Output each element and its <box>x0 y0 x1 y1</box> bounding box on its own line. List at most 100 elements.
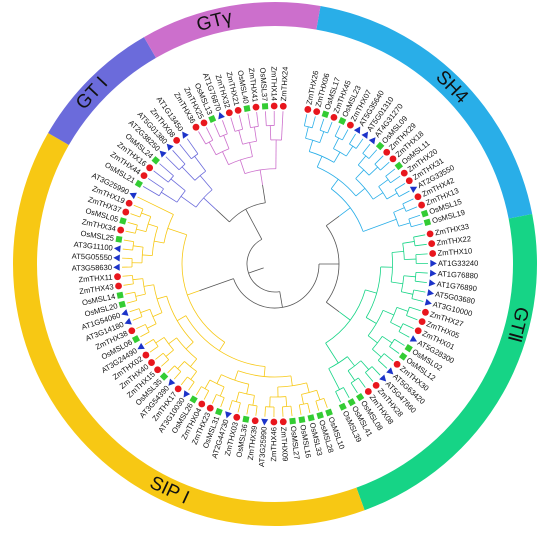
clade-label-GT_II: GTⅡ <box>503 304 533 344</box>
branch-GT_I <box>153 170 169 183</box>
rice-marker <box>119 217 127 225</box>
branch-GT_II <box>347 356 355 367</box>
arabidopsis-marker <box>124 317 132 325</box>
branch-SH4 <box>372 192 384 200</box>
branch-GT_I <box>180 195 197 208</box>
branch-GT_gamma <box>239 159 246 174</box>
branch-GT_I <box>199 175 213 191</box>
branch-SIP_I <box>204 379 211 389</box>
branch-SIP_I <box>235 391 240 402</box>
branch-SIP_I <box>238 391 255 396</box>
maize-marker <box>400 169 408 177</box>
branch-SIP_I <box>155 337 165 344</box>
branch-GT_II <box>328 368 340 390</box>
maize-marker <box>146 164 154 172</box>
branch-SH4 <box>374 163 381 171</box>
branch-SIP_I <box>167 228 187 236</box>
branch-GT_II <box>415 271 428 274</box>
branch-SIP_I <box>140 331 150 338</box>
branch-SIP_I <box>132 278 143 281</box>
branch-GT_II <box>371 366 381 376</box>
arabidopsis-marker <box>168 378 176 386</box>
branch-SIP_I <box>133 204 144 210</box>
maize-marker <box>128 327 136 335</box>
branch-GT_gamma <box>219 133 228 138</box>
branch-SIP_I <box>148 223 158 228</box>
branch-GT_I <box>159 163 174 177</box>
branch-SIP_I <box>246 384 250 395</box>
leaf-label: ZmTHX46 <box>269 427 278 462</box>
branch-GT_II <box>402 241 415 244</box>
branch-GT_gamma <box>281 111 284 141</box>
maize-marker <box>192 123 200 131</box>
branch-backbone <box>233 263 320 309</box>
branch-SIP_I <box>127 221 138 226</box>
branch-SIP_I <box>126 300 137 304</box>
branch-SIP_I <box>282 406 284 417</box>
branch-GT_II <box>377 353 385 361</box>
maize-marker <box>414 327 422 335</box>
arabidopsis-marker <box>113 245 121 253</box>
branch-GT_II <box>396 307 409 312</box>
maize-marker <box>125 199 133 207</box>
branch-GT_II <box>401 291 413 295</box>
leaf-label: ZmTHX14 <box>269 66 278 101</box>
branch-GT_I <box>203 197 217 210</box>
maize-marker <box>346 121 354 129</box>
leaf-label: AT1G33240 <box>438 259 478 268</box>
branch-SH4 <box>362 143 371 154</box>
branch-GT_gamma <box>238 115 244 130</box>
branch-SIP_I <box>181 234 225 343</box>
leaf-label: AT1G76880 <box>437 269 478 280</box>
rice-marker <box>151 156 160 165</box>
branch-GT_gamma <box>247 113 251 128</box>
branch-GT_gamma <box>215 148 230 156</box>
branch-GT_gamma <box>228 156 253 166</box>
branch-backbone <box>262 184 266 203</box>
branch-SH4 <box>411 223 423 228</box>
branch-GT_gamma <box>256 112 259 127</box>
leaf-label: AT3G58630 <box>72 263 113 273</box>
arabidopsis-marker <box>379 374 387 382</box>
branch-GT_gamma <box>198 131 207 145</box>
branch-GT_gamma <box>249 142 253 157</box>
branch-GT_II <box>402 323 414 330</box>
arabidopsis-marker <box>166 143 174 151</box>
branch-SIP_I <box>173 371 182 380</box>
branch-SIP_I <box>176 337 198 360</box>
arabidopsis-marker <box>368 137 376 145</box>
branch-SIP_I <box>177 315 187 322</box>
branch-backbone <box>245 209 263 240</box>
branch-SH4 <box>380 161 390 171</box>
branch-SH4 <box>304 125 313 129</box>
branch-GT_II <box>347 370 356 381</box>
rice-marker <box>316 411 324 420</box>
branch-SIP_I <box>124 291 135 295</box>
rice-marker <box>298 416 306 424</box>
leaf-label: OsMSL27 <box>289 425 302 460</box>
branch-SIP_I <box>220 397 225 408</box>
branch-SIP_I <box>130 213 141 218</box>
maize-marker <box>173 136 181 144</box>
branch-GT_II <box>365 372 374 382</box>
branch-GT_II <box>415 280 427 284</box>
branch-SH4 <box>398 222 411 227</box>
branch-GT_II <box>365 366 373 373</box>
branch-SIP_I <box>122 248 133 251</box>
branch-SIP_I <box>140 308 151 314</box>
arabidopsis-marker <box>409 335 418 342</box>
branch-GT_I <box>147 178 164 190</box>
branch-GT_II <box>372 348 382 358</box>
branch-GT_II <box>402 243 405 260</box>
branch-GT_gamma <box>254 126 257 142</box>
branch-GT_I <box>179 144 192 160</box>
branch-SIP_I <box>180 376 188 386</box>
rice-marker <box>242 415 250 423</box>
branch-SH4 <box>334 125 341 137</box>
leaf-labels: ZmTHX26ZmTHX06OsMSL17ZmTHX45OsMSL23ZmTHX… <box>72 66 479 467</box>
branch-SH4 <box>408 214 421 220</box>
maize-marker <box>142 351 150 359</box>
branch-SIP_I <box>142 278 146 295</box>
branch-SH4 <box>368 166 378 176</box>
